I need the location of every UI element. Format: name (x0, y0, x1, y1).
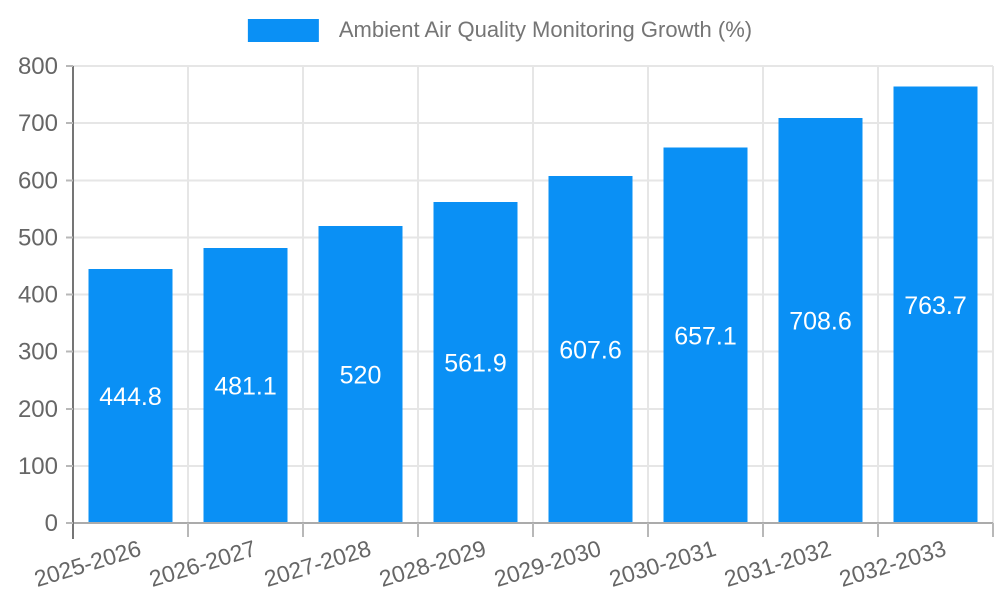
bar-value-label: 763.7 (904, 292, 967, 320)
bar-value-label: 561.9 (444, 350, 507, 378)
y-tick-label: 600 (18, 167, 58, 194)
legend-swatch (247, 18, 319, 42)
x-tick-label: 2031-2032 (721, 535, 834, 592)
bar[interactable] (88, 268, 173, 523)
bar-value-label: 708.6 (789, 308, 852, 336)
x-tick-label: 2032-2033 (836, 535, 949, 592)
bar[interactable] (893, 86, 978, 523)
y-tick-label: 400 (18, 282, 58, 309)
bar[interactable] (548, 175, 633, 523)
x-tick-label: 2029-2030 (491, 535, 604, 592)
y-tick-label: 0 (45, 510, 58, 537)
y-tick-label: 800 (18, 53, 58, 80)
legend[interactable]: Ambient Air Quality Monitoring Growth (%… (247, 17, 753, 43)
y-tick-label: 200 (18, 396, 58, 423)
bar-value-label: 444.8 (99, 383, 162, 411)
bar[interactable] (778, 118, 863, 523)
x-tick-label: 2027-2028 (261, 535, 374, 592)
x-tick-label: 2026-2027 (146, 535, 259, 592)
y-tick-label: 700 (18, 110, 58, 137)
legend-label: Ambient Air Quality Monitoring Growth (%… (338, 17, 753, 42)
x-tick-label: 2025-2026 (31, 535, 144, 592)
y-tick-label: 300 (18, 339, 58, 366)
x-tick-label: 2028-2029 (376, 535, 489, 592)
bar-value-label: 481.1 (214, 373, 277, 401)
x-tick-label: 2030-2031 (606, 535, 719, 592)
y-tick-label: 500 (18, 224, 58, 251)
bar-value-label: 520 (340, 361, 382, 389)
y-tick-label: 100 (18, 453, 58, 480)
bar-value-label: 607.6 (559, 336, 622, 364)
bar[interactable] (203, 248, 288, 523)
bar[interactable] (433, 202, 518, 523)
bar[interactable] (663, 147, 748, 523)
bar-value-label: 657.1 (674, 322, 737, 350)
bar[interactable] (318, 225, 403, 523)
